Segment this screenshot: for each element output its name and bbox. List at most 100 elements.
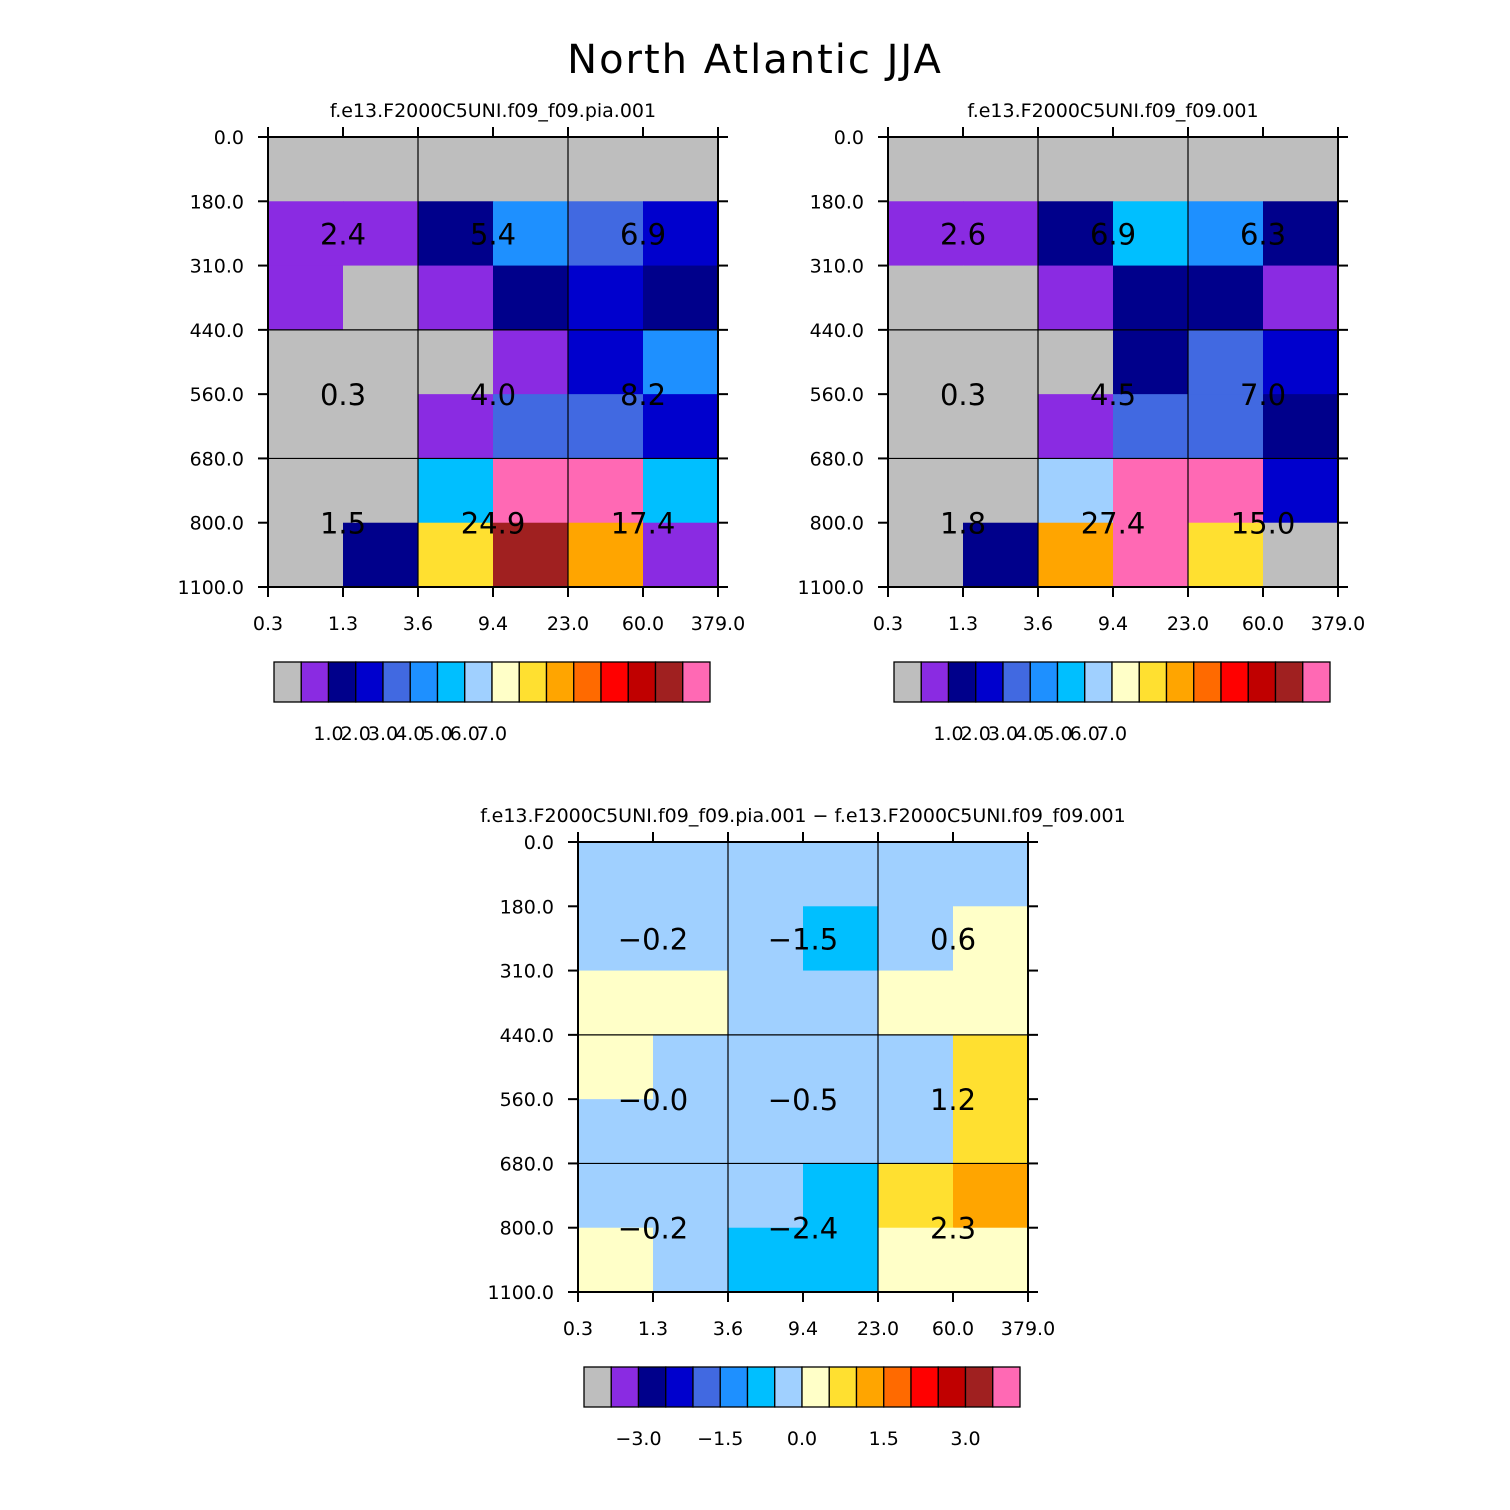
heatmap-cell: [1263, 137, 1339, 202]
colorbar-swatch: [518, 661, 548, 703]
heatmap-cell: [1038, 458, 1114, 524]
heatmap-cell: [568, 458, 644, 524]
heatmap-cell: [643, 458, 719, 524]
colorbar-swatch: [1111, 661, 1140, 703]
cell-value-label: −2.4: [768, 1212, 838, 1246]
heatmap-cell: [268, 265, 344, 331]
heatmap-cell: [888, 522, 964, 588]
colorbar-swatch: [436, 661, 466, 703]
heatmap-cell: [643, 265, 719, 331]
heatmap-cell: [268, 137, 344, 202]
heatmap-cell: [1188, 394, 1264, 460]
heatmap-cell: [803, 1099, 879, 1165]
colorbar-swatch: [464, 661, 493, 703]
y-tick-label: 310.0: [190, 256, 244, 278]
heatmap-cell: [888, 394, 964, 460]
heatmap-cell: [493, 265, 569, 331]
heatmap-cell: [493, 329, 569, 395]
cell-value-label: 6.9: [1090, 217, 1136, 251]
heatmap-cell: [1113, 329, 1189, 395]
heatmap-cell: [1038, 329, 1114, 395]
x-tick-label: 3.6: [403, 613, 433, 635]
y-tick-label: 680.0: [500, 1153, 554, 1175]
heatmap-cell: [343, 265, 419, 331]
x-tick-label: 379.0: [1311, 613, 1365, 635]
colorbar-swatch: [355, 661, 384, 703]
x-tick-label: 23.0: [1167, 613, 1209, 635]
heatmap-cell: [493, 458, 569, 524]
heatmap-cell: [878, 1227, 954, 1293]
y-tick-label: 560.0: [500, 1089, 554, 1111]
y-tick-label: 440.0: [500, 1025, 554, 1047]
x-tick-label: 0.3: [873, 613, 903, 635]
colorbar-swatch: [1056, 661, 1086, 703]
heatmap-cell: [888, 201, 964, 267]
heatmap-cell: [953, 1034, 1029, 1100]
heatmap-cell: [1263, 394, 1339, 460]
heatmap-cell: [953, 842, 1029, 907]
heatmap-cell: [878, 906, 954, 972]
heatmap-cell: [493, 394, 569, 460]
x-tick-label: 3.6: [1023, 613, 1053, 635]
colorbar-swatch: [1274, 661, 1304, 703]
colorbar-label: 3.0: [950, 1428, 980, 1450]
panel-difference: f.e13.F2000C5UNI.f09_f09.pia.001 − f.e13…: [480, 805, 1125, 1450]
colorbar-swatch: [1029, 661, 1059, 703]
x-tick-label: 379.0: [1001, 1318, 1055, 1340]
heatmap-cell: [578, 1034, 654, 1100]
cell-value-label: 0.3: [320, 378, 366, 412]
colorbar-swatch: [964, 1366, 994, 1408]
y-tick-label: 310.0: [810, 256, 864, 278]
colorbar-label: 1.0: [933, 723, 963, 745]
colorbar-swatch: [883, 1366, 912, 1408]
x-tick-label: 9.4: [1098, 613, 1128, 635]
heatmap-cell: [1263, 201, 1339, 267]
colorbar-swatch: [1002, 661, 1031, 703]
colorbar-label: 1.5: [869, 1428, 899, 1450]
colorbar-swatch: [719, 1366, 749, 1408]
heatmap-cell: [1188, 329, 1264, 395]
x-tick-label: 379.0: [691, 613, 745, 635]
heatmap-cell: [343, 201, 419, 267]
colorbar-swatch: [637, 1366, 667, 1408]
y-tick-label: 440.0: [810, 320, 864, 342]
heatmap-cell: [728, 1034, 804, 1100]
colorbar-swatch: [975, 661, 1004, 703]
heatmap-cell: [418, 137, 494, 202]
heatmap-cell: [578, 842, 654, 907]
panel-title: f.e13.F2000C5UNI.f09_f09.001: [967, 100, 1258, 122]
heatmap-cell: [643, 201, 719, 267]
heatmap-cell: [643, 137, 719, 202]
heatmap-cell: [493, 201, 569, 267]
x-tick-label: 60.0: [622, 613, 664, 635]
x-tick-label: 1.3: [948, 613, 978, 635]
heatmap-cell: [1038, 394, 1114, 460]
y-tick-label: 310.0: [500, 961, 554, 983]
heatmap-cell: [1263, 458, 1339, 524]
colorbar-swatch: [910, 1366, 939, 1408]
colorbar-label: 4.0: [395, 723, 425, 745]
colorbar-label: 2.0: [961, 723, 991, 745]
colorbar-swatch: [491, 661, 520, 703]
heatmap-cell: [803, 1163, 879, 1229]
cell-value-label: 7.0: [1240, 378, 1286, 412]
colorbar-swatch: [1302, 661, 1331, 703]
heatmap-cell: [953, 906, 1029, 972]
heatmap-cell: [653, 1034, 729, 1100]
heatmap-cell: [728, 906, 804, 972]
heatmap-cell: [878, 1034, 954, 1100]
colorbar-label: 6.0: [1070, 723, 1100, 745]
heatmap-cell: [1263, 265, 1339, 331]
colorbar-label: −1.5: [697, 1428, 743, 1450]
y-tick-label: 1100.0: [798, 577, 864, 599]
colorbar-swatch: [545, 661, 575, 703]
heatmap-cell: [803, 1227, 879, 1293]
x-tick-label: 60.0: [1242, 613, 1284, 635]
panel-title: f.e13.F2000C5UNI.f09_f09.pia.001 − f.e13…: [480, 805, 1125, 827]
heatmap-cell: [653, 1099, 729, 1165]
colorbar-label: 0.0: [787, 1428, 817, 1450]
heatmap-cell: [1113, 137, 1189, 202]
heatmap-cell: [953, 1163, 1029, 1229]
colorbar-label: 2.0: [341, 723, 371, 745]
